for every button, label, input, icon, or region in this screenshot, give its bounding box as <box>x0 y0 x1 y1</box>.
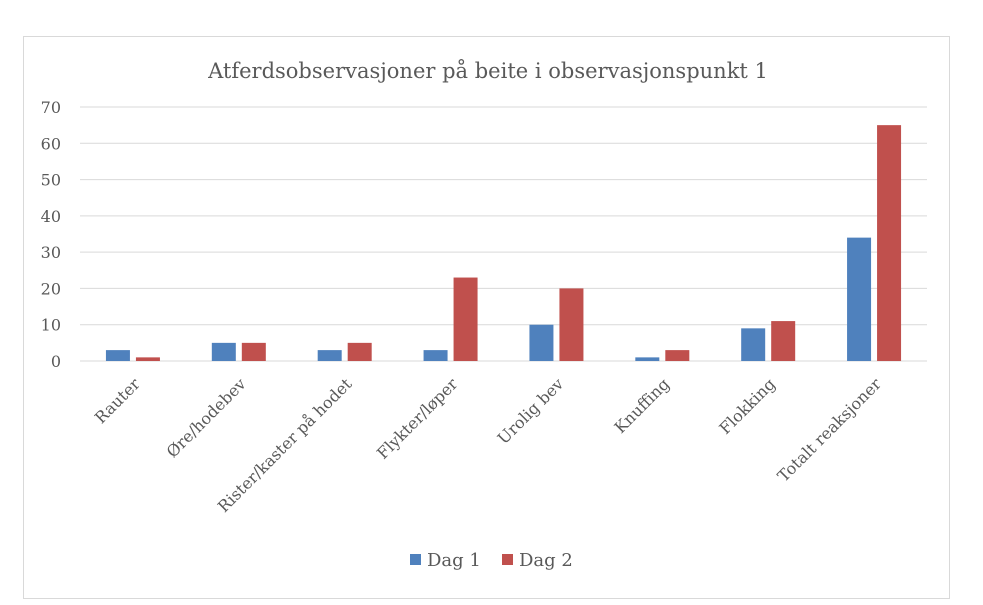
bar-1-1 <box>105 350 130 361</box>
x-tick-label: Rauter <box>91 374 144 427</box>
bar-2-4 <box>453 277 478 361</box>
bar-2-7 <box>771 321 796 361</box>
y-tick-label: 50 <box>41 171 61 190</box>
chart-frame <box>23 36 950 599</box>
y-tick-label: 70 <box>41 98 61 117</box>
x-tick-label: Totalt reaksjoner <box>774 374 885 485</box>
y-tick-label: 30 <box>41 243 61 262</box>
x-tick-label: Urolig bev <box>494 374 568 448</box>
bar-2-1 <box>135 357 160 361</box>
bar-1-7 <box>741 328 766 361</box>
bar-1-2 <box>211 342 236 361</box>
y-axis-ticks: 0 10 20 30 40 50 60 70 <box>41 98 61 371</box>
chart-title: Atferdsobservasjoner på beite i observas… <box>207 59 768 83</box>
gridlines <box>80 106 927 362</box>
y-tick-label: 0 <box>51 352 61 371</box>
x-tick-label: Knuffing <box>610 374 673 437</box>
x-tick-label: Flokking <box>715 374 779 438</box>
bar-1-5 <box>529 324 554 361</box>
bar-1-6 <box>635 357 660 361</box>
legend-label-2: Dag 2 <box>519 550 573 571</box>
legend-swatch-2 <box>502 554 513 565</box>
bar-1-8 <box>847 237 872 361</box>
y-tick-label: 10 <box>41 316 61 335</box>
legend-swatch-1 <box>410 554 421 565</box>
y-tick-label: 60 <box>41 134 61 153</box>
bar-2-8 <box>877 125 902 362</box>
bar-1-3 <box>317 350 342 361</box>
bar-2-3 <box>347 342 372 361</box>
bar-2-5 <box>559 288 584 361</box>
x-tick-label: Flykter/løper <box>373 374 462 463</box>
legend: Dag 1 Dag 2 <box>410 550 573 571</box>
y-tick-label: 40 <box>41 207 61 226</box>
x-tick-label: Øre/hodebev <box>163 374 250 461</box>
bar-2-6 <box>665 350 690 361</box>
bar-1-4 <box>423 350 448 361</box>
y-tick-label: 20 <box>41 279 61 298</box>
bars <box>105 125 902 362</box>
bar-2-2 <box>241 342 266 361</box>
legend-label-1: Dag 1 <box>427 550 481 571</box>
